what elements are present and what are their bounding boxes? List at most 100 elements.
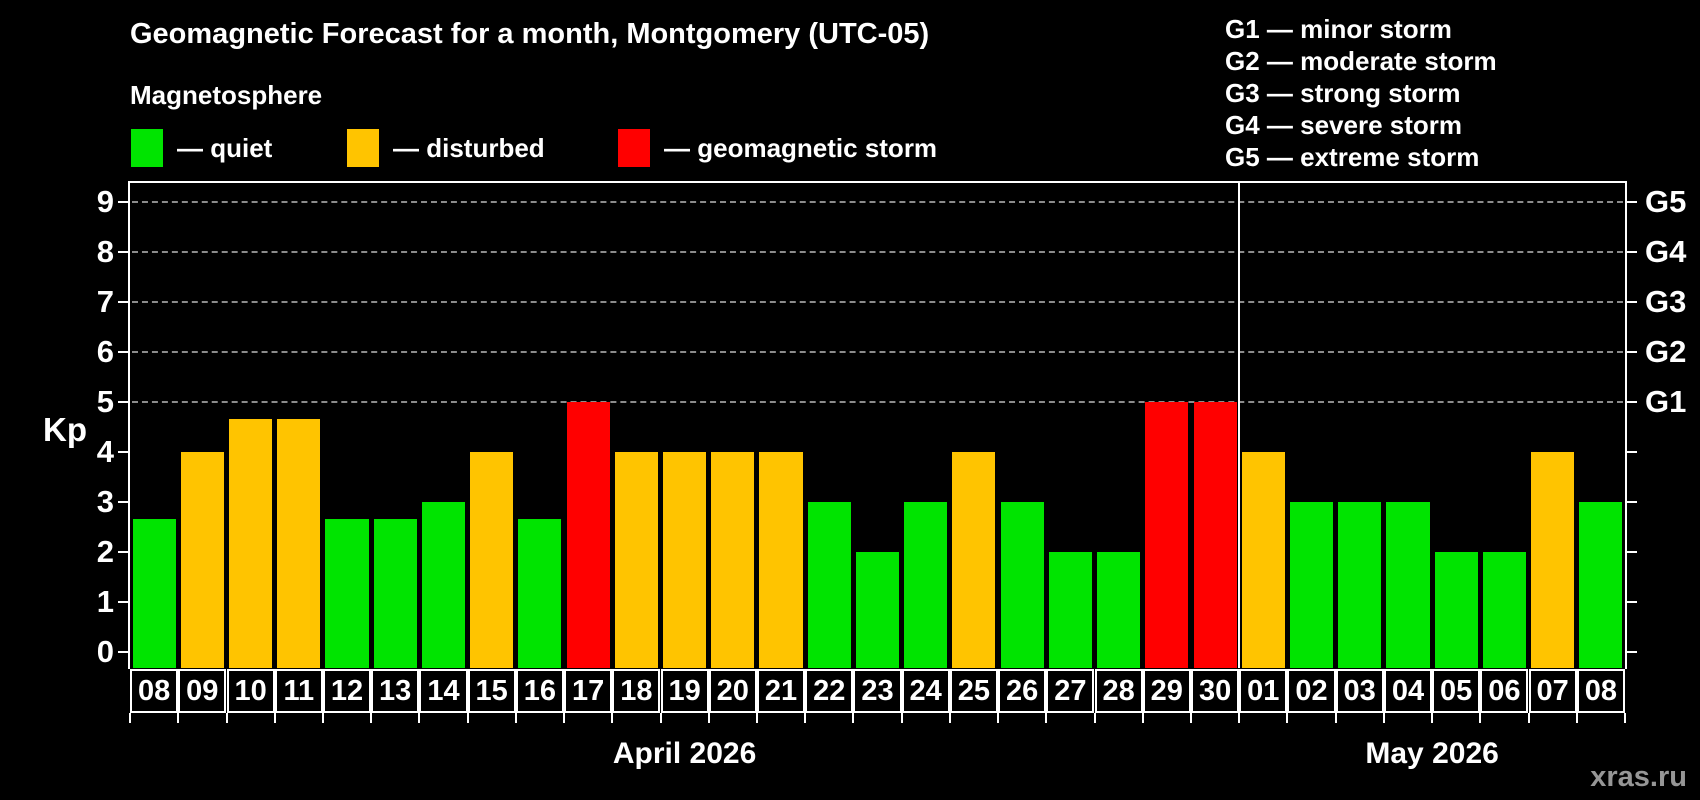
day-label-cell: 07 [1528, 669, 1577, 713]
day-label-cell: 24 [901, 669, 950, 713]
day-boundary-tick [1286, 713, 1289, 723]
day-label-cell: 29 [1142, 669, 1191, 713]
day-label-cell: 14 [419, 669, 468, 713]
day-label-cell: 17 [564, 669, 613, 713]
right-tick-7 [1625, 301, 1637, 303]
kp-bar-day-27 [1048, 552, 1092, 668]
month-divider [1238, 183, 1241, 668]
day-boundary-tick [1479, 713, 1482, 723]
day-boundary-tick [997, 713, 1000, 723]
kp-bar-day-12 [325, 518, 369, 668]
kp-bar-day-24 [904, 502, 948, 668]
kp-bar-day-23 [855, 552, 900, 668]
day-boundary-tick [418, 713, 421, 723]
watermark: xras.ru [1590, 761, 1687, 793]
storm-scale-line: G3 — strong storm [1225, 78, 1461, 108]
legend-item-quiet: — quiet [131, 128, 272, 168]
day-label-cell: 19 [660, 669, 709, 713]
kp-bar-day-16 [518, 518, 562, 668]
kp-bar-day-19 [663, 452, 707, 668]
kp-bar-day-06 [1482, 552, 1526, 668]
day-label-cell: 12 [322, 669, 372, 713]
storm-scale-line: G5 — extreme storm [1225, 142, 1480, 172]
g-scale-label-G4: G4 [1645, 234, 1687, 269]
day-boundary-tick [1624, 713, 1626, 723]
kp-bar-day-02 [1289, 502, 1334, 668]
page-title: Geomagnetic Forecast for a month, Montgo… [130, 18, 930, 50]
day-label-cell: 23 [853, 669, 902, 713]
day-boundary-tick [273, 713, 276, 723]
y-tick-5 [118, 401, 130, 403]
chart-subtitle: Magnetosphere [130, 80, 323, 110]
right-tick-9 [1625, 201, 1637, 203]
y-tick-7 [118, 301, 130, 303]
day-boundary-tick [466, 713, 469, 723]
day-label-cell: 18 [612, 669, 661, 713]
y-tick-label-3: 3 [96, 484, 114, 519]
y-tick-4 [118, 451, 130, 453]
day-boundary-tick [225, 713, 228, 723]
day-label-cell: 06 [1480, 669, 1529, 713]
legend-item-storm: — geomagnetic storm [618, 128, 937, 168]
day-label-cell: 26 [998, 669, 1047, 713]
day-boundary-tick [659, 713, 662, 723]
day-boundary-tick [370, 713, 373, 723]
day-boundary-tick [1141, 713, 1144, 723]
plot-border [128, 181, 1627, 669]
kp-bar-day-08 [132, 518, 176, 668]
kp-bar-day-08 [1579, 502, 1623, 668]
day-label-cell: 10 [226, 669, 275, 713]
kp-bar-day-18 [614, 452, 658, 668]
day-boundary-tick [707, 713, 710, 723]
kp-bar-day-11 [277, 418, 321, 668]
y-tick-label-4: 4 [96, 434, 114, 469]
kp-bar-day-29 [1145, 402, 1189, 668]
day-label-cell: 03 [1335, 669, 1384, 713]
g-scale-label-G2: G2 [1645, 334, 1687, 369]
day-label-cell: 02 [1287, 669, 1336, 713]
gridline-kp5 [132, 401, 1623, 403]
kp-bar-day-13 [373, 518, 417, 668]
day-label-cell: 08 [130, 669, 179, 713]
day-boundary-tick [129, 713, 131, 723]
y-tick-9 [118, 201, 130, 203]
quiet-swatch-icon [131, 129, 163, 167]
kp-bar-day-15 [470, 452, 514, 668]
kp-bar-day-03 [1338, 502, 1382, 668]
right-tick-4 [1625, 451, 1637, 453]
day-boundary-tick [563, 713, 565, 723]
day-label-cell: 16 [515, 669, 564, 713]
legend-label: — geomagnetic storm [664, 132, 938, 163]
kp-bar-day-04 [1386, 502, 1430, 668]
day-label-cell: 25 [949, 669, 998, 713]
day-label-cell: 11 [274, 669, 323, 713]
legend-item-disturbed: — disturbed [347, 128, 545, 168]
gridline-kp7 [132, 301, 1623, 303]
kp-bar-day-21 [759, 452, 803, 668]
day-boundary-tick [321, 713, 324, 723]
day-boundary-tick [1575, 713, 1578, 723]
kp-bar-day-07 [1531, 452, 1575, 668]
kp-bar-day-26 [1000, 502, 1044, 668]
y-tick-label-1: 1 [96, 584, 114, 619]
day-boundary-tick [177, 713, 180, 723]
kp-bar-day-28 [1097, 552, 1141, 668]
disturbed-swatch-icon [347, 129, 379, 167]
g-scale-label-G1: G1 [1645, 384, 1687, 419]
kp-bar-day-22 [807, 502, 851, 668]
month-label: May 2026 [1365, 737, 1499, 770]
y-tick-1 [118, 601, 130, 603]
day-boundary-tick [1334, 713, 1337, 723]
day-boundary-tick [1093, 713, 1096, 723]
storm-scale-line: G2 — moderate storm [1225, 46, 1497, 76]
kp-bar-day-05 [1434, 552, 1478, 668]
day-label-cell: 08 [1576, 669, 1625, 713]
day-label-cell: 27 [1046, 669, 1095, 713]
kp-bar-day-30 [1193, 402, 1237, 668]
right-tick-0 [1625, 651, 1637, 653]
right-tick-2 [1625, 551, 1637, 553]
g-scale-label-G5: G5 [1645, 184, 1687, 219]
day-boundary-tick [1527, 713, 1530, 723]
y-tick-label-8: 8 [96, 234, 114, 269]
kp-bar-day-09 [180, 452, 224, 668]
